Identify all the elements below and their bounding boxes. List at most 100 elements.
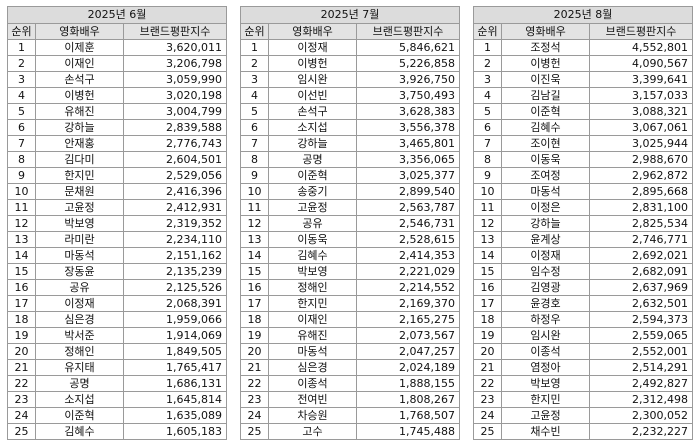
actor-name-cell: 박보영: [268, 263, 357, 280]
table-row: 11 고윤정 2,563,787: [240, 199, 461, 216]
actor-name-cell: 김혜수: [35, 423, 124, 440]
actor-name-cell: 정해인: [268, 279, 357, 296]
table-row: 3 이진욱 3,399,641: [473, 71, 694, 88]
rank-cell: 10: [240, 183, 269, 200]
table-row: 25 채수빈 2,232,227: [473, 423, 694, 440]
table-row: 10 마동석 2,895,668: [473, 183, 694, 200]
table-row: 8 이동욱 2,988,670: [473, 151, 694, 168]
brand-score-cell: 3,356,065: [355, 151, 461, 168]
actor-name-cell: 염정아: [501, 359, 590, 376]
brand-score-cell: 2,221,029: [355, 263, 461, 280]
rank-cell: 18: [473, 311, 502, 328]
rank-cell: 19: [473, 327, 502, 344]
table-row: 13 이동욱 2,528,615: [240, 231, 461, 248]
rank-cell: 23: [7, 391, 36, 408]
actor-name-cell: 유해진: [35, 103, 124, 120]
rank-cell: 16: [7, 279, 36, 296]
actor-name-cell: 이정은: [501, 199, 590, 216]
table-row: 24 이준혁 1,635,089: [7, 407, 228, 424]
brand-score-cell: 3,157,033: [588, 87, 694, 104]
brand-score-cell: 3,025,377: [355, 167, 461, 184]
brand-score-cell: 2,169,370: [355, 295, 461, 312]
actor-name-cell: 이병헌: [268, 55, 357, 72]
ranking-table-july: 2025년 7월 순위 영화배우 브랜드평판지수 1 이정재 5,846,621 2 이병헌 5,…: [239, 6, 461, 440]
table-row: 3 손석구 3,059,990: [7, 71, 228, 88]
table-row: 18 심은경 1,959,066: [7, 311, 228, 328]
brand-score-cell: 1,745,488: [355, 423, 461, 440]
brand-score-cell: 2,988,670: [588, 151, 694, 168]
actor-name-cell: 이준혁: [268, 167, 357, 184]
brand-score-cell: 2,552,001: [588, 343, 694, 360]
month-title: 2025년 6월: [6, 6, 228, 24]
actor-name-cell: 문채원: [35, 183, 124, 200]
actor-name-cell: 강하늘: [501, 215, 590, 232]
actor-name-cell: 라미란: [35, 231, 124, 248]
column-header-name: 영화배우: [501, 23, 590, 40]
rank-cell: 24: [240, 407, 269, 424]
table-row: 8 공명 3,356,065: [240, 151, 461, 168]
rank-cell: 2: [7, 55, 36, 72]
rank-cell: 17: [7, 295, 36, 312]
brand-score-cell: 2,692,021: [588, 247, 694, 264]
column-header-score: 브랜드평판지수: [122, 23, 228, 40]
actor-name-cell: 유지태: [35, 359, 124, 376]
table-header-row: 순위 영화배우 브랜드평판지수: [240, 23, 461, 40]
actor-name-cell: 전여빈: [268, 391, 357, 408]
table-row: 10 문채원 2,416,396: [7, 183, 228, 200]
brand-score-cell: 3,556,378: [355, 119, 461, 136]
actor-name-cell: 조여정: [501, 167, 590, 184]
table-header-row: 순위 영화배우 브랜드평판지수: [7, 23, 228, 40]
brand-score-cell: 3,926,750: [355, 71, 461, 88]
table-row: 16 김영광 2,637,969: [473, 279, 694, 296]
actor-name-cell: 장동윤: [35, 263, 124, 280]
rank-cell: 5: [240, 103, 269, 120]
rank-cell: 8: [240, 151, 269, 168]
column-header-name: 영화배우: [268, 23, 357, 40]
rank-cell: 11: [473, 199, 502, 216]
rank-cell: 7: [473, 135, 502, 152]
brand-score-cell: 3,025,944: [588, 135, 694, 152]
rank-cell: 12: [473, 215, 502, 232]
brand-score-cell: 2,319,352: [122, 215, 228, 232]
brand-score-cell: 2,234,110: [122, 231, 228, 248]
brand-score-cell: 2,825,534: [588, 215, 694, 232]
table-row: 12 공유 2,546,731: [240, 215, 461, 232]
actor-name-cell: 한지민: [35, 167, 124, 184]
table-row: 20 마동석 2,047,257: [240, 343, 461, 360]
table-row: 5 유해진 3,004,799: [7, 103, 228, 120]
rank-cell: 6: [240, 119, 269, 136]
actor-name-cell: 임시완: [501, 327, 590, 344]
table-row: 22 이종석 1,888,155: [240, 375, 461, 392]
brand-score-cell: 2,563,787: [355, 199, 461, 216]
rank-cell: 15: [473, 263, 502, 280]
actor-name-cell: 고윤정: [268, 199, 357, 216]
table-row: 7 안재홍 2,776,743: [7, 135, 228, 152]
rank-cell: 21: [240, 359, 269, 376]
brand-score-cell: 2,135,239: [122, 263, 228, 280]
rank-cell: 19: [240, 327, 269, 344]
table-row: 15 장동윤 2,135,239: [7, 263, 228, 280]
rank-cell: 1: [240, 39, 269, 56]
rank-cell: 2: [240, 55, 269, 72]
brand-score-cell: 3,628,383: [355, 103, 461, 120]
brand-score-cell: 5,846,621: [355, 39, 461, 56]
table-row: 10 송중기 2,899,540: [240, 183, 461, 200]
table-row: 14 김혜수 2,414,353: [240, 247, 461, 264]
actor-name-cell: 이정재: [268, 39, 357, 56]
rank-cell: 5: [7, 103, 36, 120]
brand-score-cell: 2,232,227: [588, 423, 694, 440]
rank-cell: 12: [240, 215, 269, 232]
brand-score-cell: 3,465,801: [355, 135, 461, 152]
brand-score-cell: 2,412,931: [122, 199, 228, 216]
rank-cell: 7: [240, 135, 269, 152]
actor-name-cell: 박서준: [35, 327, 124, 344]
actor-name-cell: 김영광: [501, 279, 590, 296]
actor-name-cell: 김남길: [501, 87, 590, 104]
brand-score-cell: 2,604,501: [122, 151, 228, 168]
table-row: 9 조여정 2,962,872: [473, 167, 694, 184]
table-row: 24 차승원 1,768,507: [240, 407, 461, 424]
brand-score-cell: 1,959,066: [122, 311, 228, 328]
rank-cell: 4: [473, 87, 502, 104]
rank-cell: 25: [240, 423, 269, 440]
rank-cell: 20: [240, 343, 269, 360]
